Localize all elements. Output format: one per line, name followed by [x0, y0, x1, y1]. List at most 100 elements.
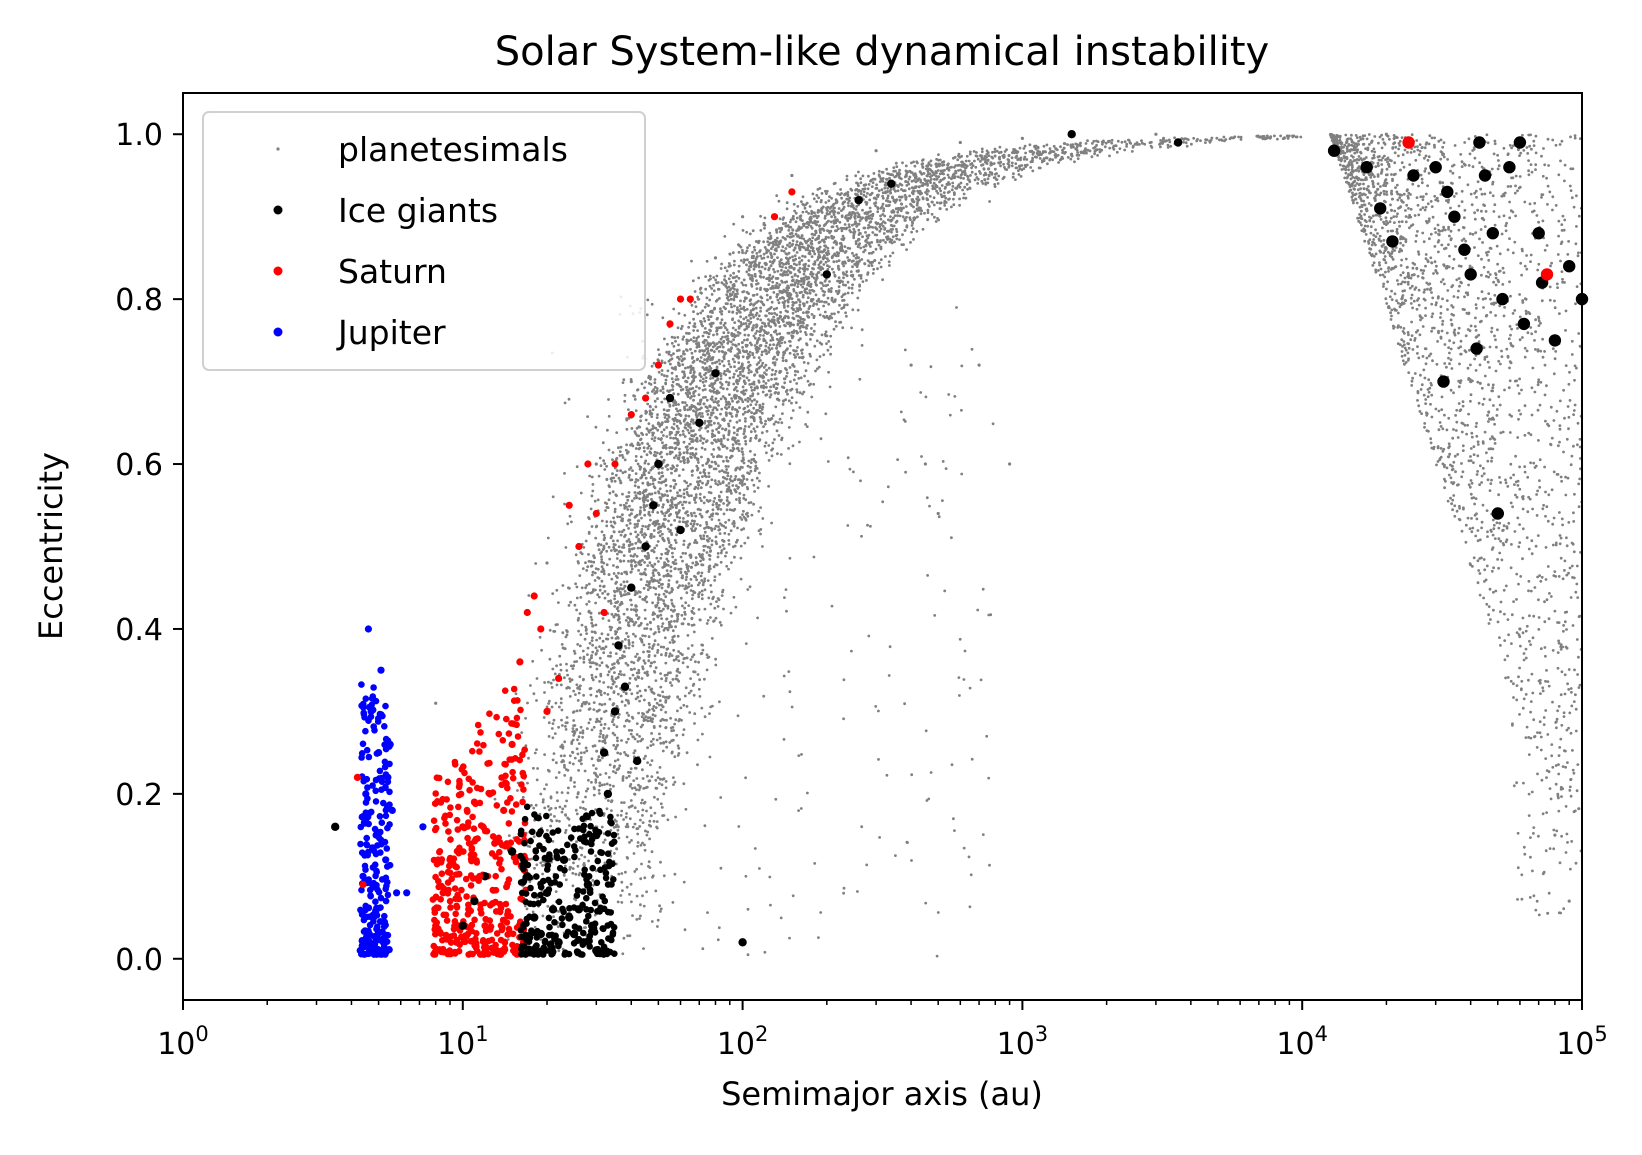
planetesimal-point: [815, 200, 819, 204]
planetesimal-point: [673, 479, 677, 482]
planetesimal-point: [746, 258, 749, 262]
planetesimal-point: [1521, 631, 1525, 635]
planetesimal-point: [591, 744, 595, 748]
planetesimal-point: [673, 336, 676, 340]
planetesimal-point: [636, 684, 639, 688]
planetesimal-point: [611, 472, 614, 476]
planetesimal-point: [834, 324, 838, 328]
planetesimal-point: [1558, 399, 1562, 403]
planetesimal-point: [1340, 168, 1344, 171]
planetesimal-point: [627, 728, 631, 732]
planetesimal-point: [1541, 219, 1545, 223]
planetesimal-point: [564, 728, 568, 731]
planetesimal-point: [803, 255, 807, 259]
planetesimal-point: [810, 212, 813, 216]
planetesimal-point: [1123, 148, 1127, 152]
planetesimal-point: [635, 733, 639, 736]
planetesimal-point: [666, 563, 670, 567]
planetesimal-point: [899, 209, 903, 213]
planetesimal-point: [1486, 535, 1489, 538]
planetesimal-point: [600, 560, 603, 564]
planetesimal-point: [830, 312, 834, 316]
planetesimal-point: [772, 383, 776, 387]
planetesimal-point: [770, 318, 774, 322]
planetesimal-point: [850, 649, 853, 653]
planetesimal-point: [676, 586, 680, 589]
planetesimal-point: [642, 947, 645, 950]
planetesimal-point: [1546, 519, 1550, 523]
planetesimal-point: [577, 742, 581, 745]
planetesimal-point: [1378, 273, 1382, 277]
planetesimal-point: [1409, 338, 1413, 341]
planetesimal-point: [691, 386, 695, 390]
planetesimal-point: [1428, 237, 1431, 241]
planetesimal-point: [1558, 861, 1562, 865]
planetesimal-point: [1493, 142, 1497, 146]
planetesimal-point: [1481, 241, 1484, 244]
planetesimal-point: [769, 264, 773, 268]
planetesimal-point: [1461, 470, 1465, 474]
planetesimal-point: [722, 502, 725, 505]
planetesimal-point: [888, 237, 892, 241]
planetesimal-point: [1558, 746, 1562, 749]
planetesimal-point: [675, 533, 678, 537]
planetesimal-point: [1370, 149, 1374, 153]
planetesimal-point: [549, 824, 552, 828]
planetesimal-point: [1421, 198, 1425, 202]
planetesimal-point: [732, 271, 735, 275]
planetesimal-point: [1372, 147, 1376, 151]
planetesimal-point: [610, 549, 613, 552]
planetesimal-point: [617, 672, 621, 676]
planetesimal-point: [840, 307, 844, 310]
planetesimal-point: [552, 752, 556, 755]
planetesimal-point: [700, 651, 704, 655]
planetesimal-point: [1444, 212, 1448, 215]
planetesimal-point: [1401, 289, 1405, 293]
planetesimal-point: [700, 537, 704, 541]
planetesimal-point: [1498, 252, 1502, 256]
planetesimal-point: [1527, 173, 1531, 177]
planetesimal-point: [1536, 408, 1540, 412]
planetesimal-point: [1541, 193, 1545, 197]
planetesimal-point: [690, 303, 694, 307]
planetesimal-point: [639, 540, 642, 544]
planetesimal-point: [1239, 135, 1243, 139]
planetesimal-point: [905, 215, 908, 219]
planetesimal-point: [1435, 463, 1438, 467]
planetesimal-point: [1568, 184, 1572, 188]
planetesimal-point: [818, 224, 821, 228]
planetesimal-point: [727, 424, 731, 428]
planetesimal-point: [573, 724, 577, 727]
planetesimal-point: [835, 251, 839, 254]
planetesimal-point: [790, 297, 794, 301]
planetesimal-point: [591, 650, 595, 654]
planetesimal-point: [700, 412, 704, 415]
planetesimal-point: [713, 421, 716, 425]
planetesimal-point: [760, 296, 764, 300]
planetesimal-point: [696, 297, 700, 301]
planetesimal-point: [1516, 384, 1520, 387]
planetesimal-point: [1535, 214, 1539, 217]
planetesimal-point: [782, 353, 785, 357]
planetesimal-point: [877, 709, 880, 713]
planetesimal-point: [630, 567, 634, 571]
planetesimal-point: [702, 534, 706, 538]
planetesimal-point: [752, 245, 756, 249]
planetesimal-point: [744, 498, 748, 502]
planetesimal-point: [1381, 137, 1385, 141]
planetesimal-point: [772, 343, 775, 346]
planetesimal-point: [1439, 447, 1443, 450]
planetesimal-point: [586, 565, 590, 569]
planetesimal-point: [757, 529, 761, 533]
planetesimal-point: [643, 386, 646, 390]
planetesimal-point: [676, 617, 680, 621]
planetesimal-point: [867, 251, 871, 255]
planetesimal-point: [705, 296, 709, 300]
planetesimal-point: [701, 583, 705, 587]
planetesimal-point: [569, 664, 573, 668]
planetesimal-point: [1482, 306, 1485, 309]
planetesimal-point: [829, 205, 833, 209]
planetesimal-point: [612, 476, 616, 480]
planetesimal-point: [580, 704, 584, 708]
planetesimal-point: [954, 169, 957, 173]
